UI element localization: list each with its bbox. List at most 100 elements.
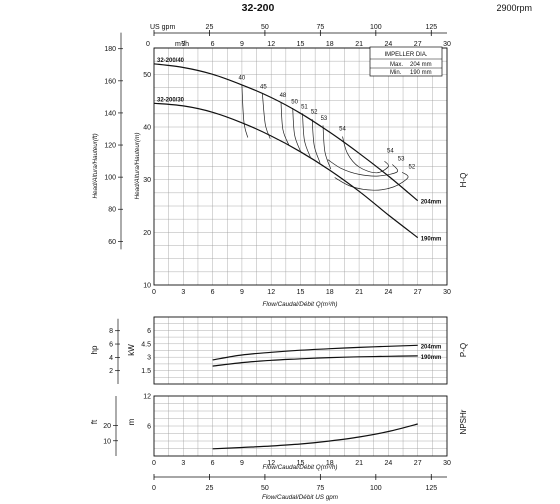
efficiency-label: 51 (301, 105, 308, 111)
rpm-label: 2900rpm (496, 3, 532, 13)
head-ft-tick-label: 80 (108, 207, 116, 214)
flow-tick-label: 0 (152, 460, 156, 467)
flow-top-tick-label: 30 (443, 41, 451, 48)
flow-tick-label: 21 (355, 289, 363, 296)
efficiency-curve (280, 102, 290, 146)
kw-tick-label: 1.5 (141, 368, 151, 375)
npsh-m-tick-label: 6 (147, 424, 151, 431)
flow-tick-label: 3 (181, 460, 185, 467)
flow-tick-label: 27 (414, 460, 422, 467)
flow-unit-top: m³/h (175, 41, 189, 48)
flow-axis-label-npsh: Flow/Caudal/Débit Q(m³/h) (263, 464, 338, 471)
head-m-tick-label: 20 (143, 230, 151, 237)
hq-side-label: H-Q (459, 173, 468, 188)
head-ft-tick-label: 180 (104, 46, 116, 53)
flow-top-tick-label: 21 (355, 41, 363, 48)
legend-min-label: Min. (390, 70, 402, 76)
flow-tick-label: 9 (240, 460, 244, 467)
flow-top-tick-label: 0 (146, 41, 150, 48)
head-ft-tick-label: 140 (104, 110, 116, 117)
efficiency-label: 50 (291, 99, 298, 105)
efficiency-label: 54 (387, 148, 394, 154)
flow-top-tick-label: 6 (211, 41, 215, 48)
flow-tick-label: 6 (211, 460, 215, 467)
hp-tick-label: 2 (109, 368, 113, 375)
flow-top-tick-label: 27 (414, 41, 422, 48)
flow-top-tick-label: 12 (267, 41, 275, 48)
flow-top-tick-label: 3 (181, 41, 185, 48)
us-gpm-bottom-tick-label: 0 (152, 485, 156, 492)
head-ft-axis-label: Head/Altura/Hauteur(ft) (92, 133, 99, 198)
kw-unit-label: kW (127, 344, 136, 356)
efficiency-curve (342, 136, 389, 174)
head-m-tick-label: 30 (143, 177, 151, 184)
kw-tick-label: 4.5 (141, 341, 151, 348)
efficiency-curve (292, 107, 301, 152)
impeller-legend: IMPELLER DIA. Max. 204 mm Min. 190 mm (369, 46, 443, 77)
npsh-curve (212, 423, 418, 450)
efficiency-curve (311, 119, 321, 163)
flow-tick-label: 30 (443, 460, 451, 467)
flow-axis-label-hq: Flow/Caudal/Débit Q(m³/h) (263, 301, 338, 308)
efficiency-curve (334, 172, 409, 191)
efficiency-label: 52 (408, 165, 415, 171)
flow-tick-label: 0 (152, 289, 156, 296)
pq-curve-204mm (212, 344, 418, 361)
efficiency-label: 53 (398, 157, 405, 163)
us-gpm-top-tick-label: 25 (206, 24, 214, 31)
hp-unit-label: hp (90, 345, 99, 354)
series-name-label: 32-200/40 (157, 58, 185, 64)
head-m-tick-label: 40 (143, 125, 151, 132)
legend-max-label: Max. (390, 62, 403, 68)
flow-gpm-axis-label: Flow/Caudal/Débit US gpm (262, 494, 338, 501)
flow-tick-label: 15 (297, 289, 305, 296)
head-ft-tick-label: 100 (104, 175, 116, 182)
npsh-side-label: NPSHr (459, 409, 468, 434)
flow-tick-label: 9 (240, 289, 244, 296)
hq-curve-190mm (153, 102, 419, 239)
ft-unit-label: ft (90, 419, 99, 424)
us-gpm-bottom-tick-label: 25 (206, 485, 214, 492)
flow-top-tick-label: 24 (385, 41, 393, 48)
plot-frame (153, 316, 448, 385)
ft-tick-label: 10 (103, 438, 111, 445)
npsh-panel: 0 3 6 9 12 15 18 21 24 27 30 6 12 10 20 (103, 394, 451, 468)
plot-frame (153, 395, 448, 457)
us-gpm-bottom-tick-label: 50 (261, 485, 269, 492)
us-gpm-bottom-tick-label: 125 (425, 485, 437, 492)
us-gpm-top-tick-label: 100 (370, 24, 382, 31)
impeller-end-label: 204mm (421, 200, 442, 206)
pq-side-label: P-Q (459, 343, 468, 357)
efficiency-label: 45 (260, 85, 267, 91)
flow-tick-label: 12 (267, 460, 275, 467)
pq-end-label: 204mm (421, 344, 442, 350)
legend-min-value: 190 mm (410, 70, 432, 76)
us-gpm-bottom-axis: 0 25 50 75 100 125 (152, 474, 447, 492)
kw-tick-label: 3 (147, 355, 151, 362)
flow-tick-label: 3 (181, 289, 185, 296)
plot-frame (153, 47, 448, 286)
flow-tick-label: 24 (385, 289, 393, 296)
flow-top-tick-label: 15 (297, 41, 305, 48)
flow-tick-label: 24 (385, 460, 393, 467)
head-m-tick-label: 10 (143, 283, 151, 290)
us-gpm-bottom-tick-label: 75 (316, 485, 324, 492)
efficiency-label: 48 (280, 93, 287, 99)
hp-tick-label: 6 (109, 342, 113, 349)
efficiency-label: 40 (239, 76, 246, 82)
impeller-end-label: 190mm (421, 237, 442, 243)
flow-top-tick-label: 18 (326, 41, 334, 48)
efficiency-label: 52 (311, 109, 318, 115)
us-gpm-top-tick-label: 75 (316, 24, 324, 31)
chart-title: 32-200 (242, 2, 275, 14)
efficiency-curve (327, 159, 399, 177)
hp-tick-label: 4 (109, 355, 113, 362)
efficiency-label: 53 (321, 116, 328, 122)
npsh-m-unit-label: m (127, 418, 136, 425)
flow-tick-label: 21 (355, 460, 363, 467)
efficiency-curve (262, 93, 271, 139)
head-ft-tick-label: 60 (108, 239, 116, 246)
head-ft-tick-label: 160 (104, 78, 116, 85)
